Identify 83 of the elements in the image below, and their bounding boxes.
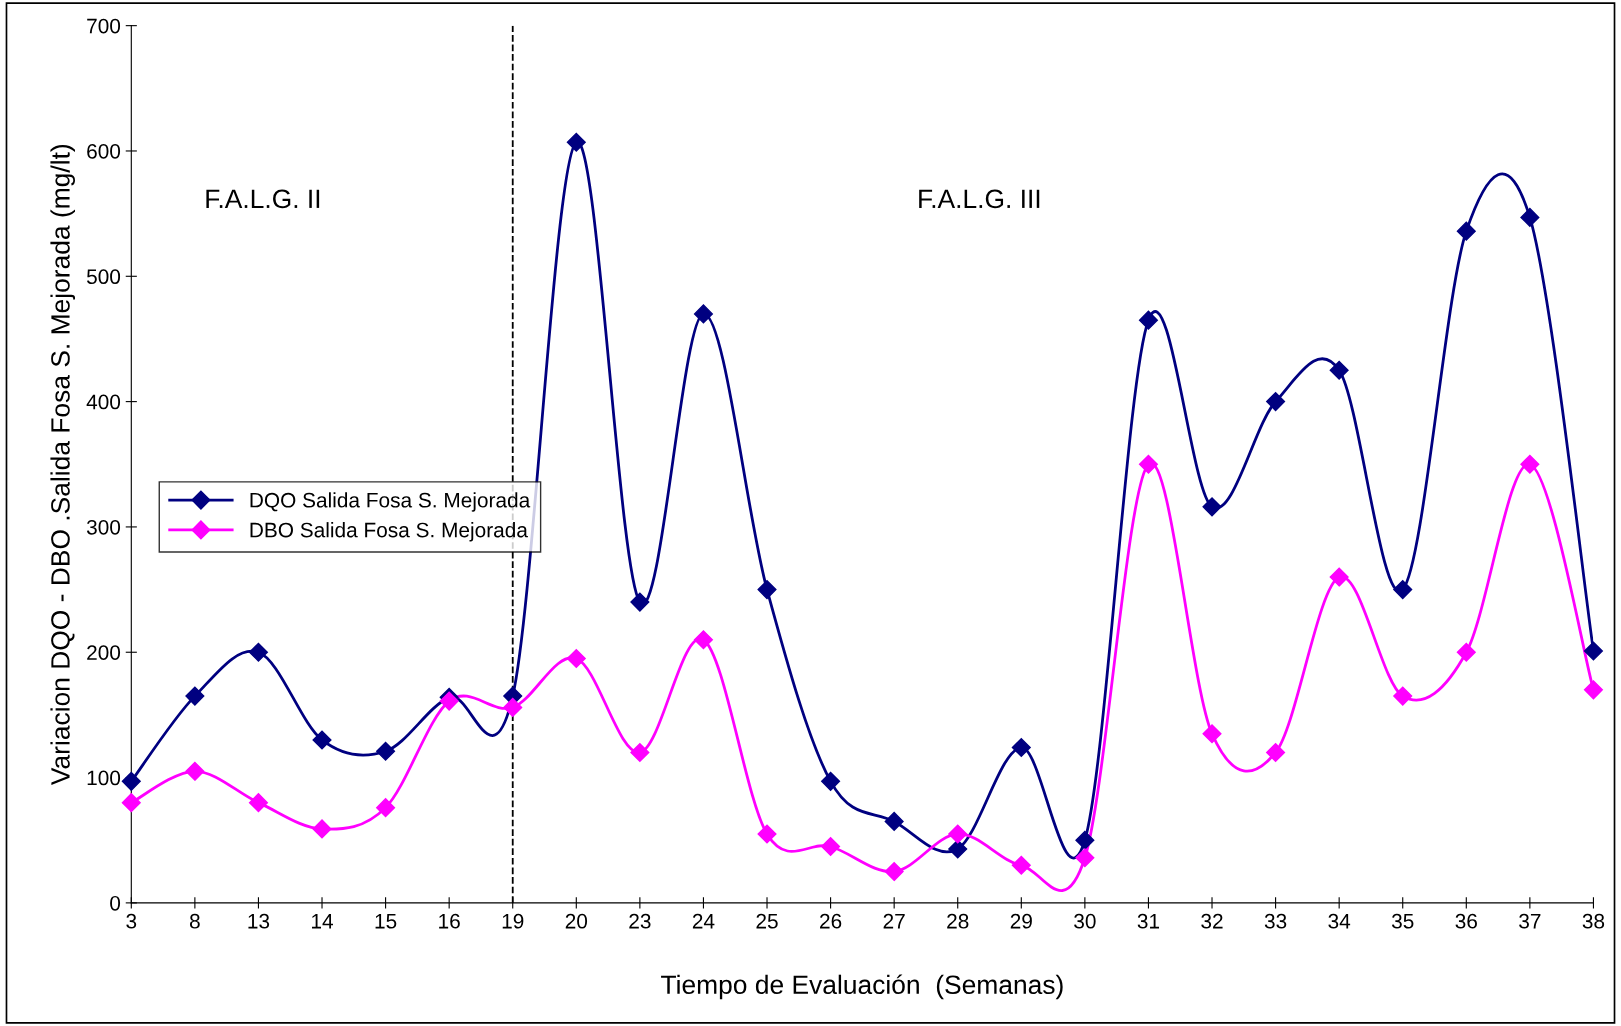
point	[1075, 848, 1095, 868]
point	[884, 811, 904, 831]
point	[1329, 567, 1349, 587]
point	[1329, 360, 1349, 380]
x-tick-label: 19	[502, 913, 524, 929]
point	[121, 771, 141, 791]
x-tick-label: 34	[1328, 913, 1351, 929]
y-tick-label: 200	[87, 645, 121, 660]
x-tick-label: 25	[756, 913, 778, 929]
x-tick-label: 14	[312, 914, 333, 929]
x-tick-label: 29	[1010, 913, 1032, 929]
x-axis-title: Tiempo de Evaluación (Semanas)	[661, 974, 1063, 1000]
point	[376, 741, 396, 761]
point	[1266, 742, 1286, 763]
x-tick-label: 38	[1582, 913, 1605, 929]
annotation: F.A.L.G. III	[919, 189, 1040, 209]
x-tick-label: 33	[1264, 913, 1287, 929]
point	[1520, 207, 1540, 227]
x-tick-label: 8	[189, 913, 200, 929]
point	[503, 697, 523, 717]
x-tick-label: 26	[820, 913, 842, 929]
point	[1011, 737, 1031, 758]
x-tick-label: 37	[1519, 913, 1541, 929]
point	[312, 730, 332, 750]
x-tick-label: 30	[1074, 913, 1096, 929]
x-tick-label: 28	[947, 913, 969, 929]
annotation: F.A.L.G. II	[206, 189, 320, 209]
point	[1075, 830, 1095, 850]
point	[1456, 642, 1476, 662]
x-tick-label: 24	[692, 913, 715, 929]
point	[821, 836, 841, 857]
point	[1011, 855, 1031, 875]
x-tick-label: 27	[883, 913, 905, 929]
point	[821, 771, 841, 791]
point	[121, 793, 141, 813]
point	[1393, 580, 1413, 600]
point	[1266, 392, 1286, 412]
x-tick-label: 35	[1391, 913, 1414, 929]
point	[1202, 497, 1222, 517]
point	[693, 630, 713, 650]
y-tick-label: 100	[87, 770, 121, 786]
point	[1520, 454, 1540, 474]
y-tick-label: 0	[110, 895, 121, 911]
point	[757, 580, 777, 600]
point	[312, 819, 332, 839]
legend-label: DBO Salida Fosa S. Mejorada	[250, 522, 528, 542]
x-tick-label: 15	[375, 914, 397, 929]
x-tick-label: 32	[1201, 913, 1223, 929]
point	[757, 824, 777, 844]
x-tick-label: 23	[629, 913, 651, 929]
point	[566, 132, 586, 152]
point	[948, 824, 968, 844]
point	[566, 648, 586, 669]
point	[1393, 686, 1413, 706]
x-tick-label: 36	[1455, 913, 1477, 929]
y-tick-label: 500	[86, 269, 121, 285]
point	[248, 793, 268, 813]
point	[693, 304, 713, 324]
y-tick-label: 300	[86, 519, 121, 535]
y-axis-title: Variacion DQO - DBO .Salida Fosa S. Mejorada (mg/lt)	[50, 144, 76, 786]
x-tick-label: 3	[126, 913, 137, 929]
y-tick-label: 600	[87, 143, 121, 159]
x-tick-label: 31	[1137, 913, 1160, 929]
point	[948, 839, 968, 859]
point	[1202, 724, 1222, 744]
point	[630, 592, 650, 612]
point	[1583, 641, 1603, 661]
point	[1138, 454, 1158, 474]
point	[630, 742, 650, 763]
x-tick-label: 13	[248, 913, 270, 929]
legend-label: DQO Salida Fosa S. Mejorada	[250, 492, 531, 512]
point	[185, 761, 205, 781]
point	[185, 686, 205, 706]
y-tick-label: 400	[86, 394, 121, 410]
y-tick-label: 700	[87, 18, 121, 34]
point	[1456, 221, 1476, 241]
x-tick-label: 16	[439, 913, 460, 929]
point	[376, 798, 396, 818]
point	[884, 862, 904, 882]
point	[248, 642, 268, 662]
point	[1583, 680, 1603, 700]
x-tick-label: 20	[565, 913, 588, 929]
point	[1138, 310, 1158, 330]
